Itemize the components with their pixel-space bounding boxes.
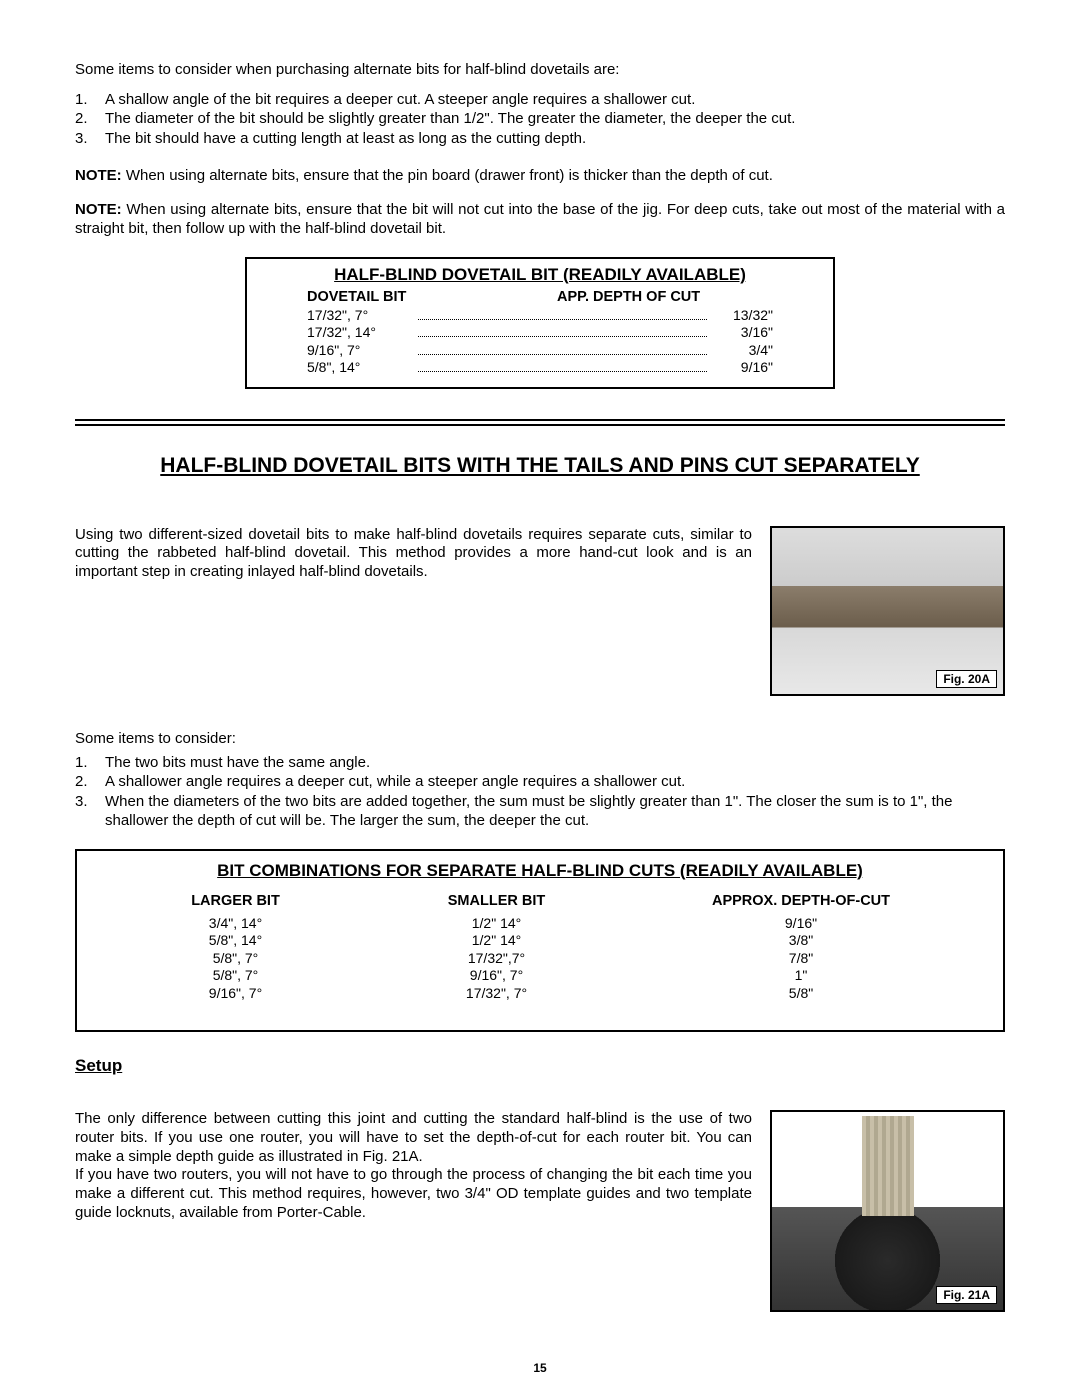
table-2-head-2: SMALLER BIT: [366, 893, 627, 909]
section-para-1: Using two different-sized dovetail bits …: [75, 526, 752, 582]
numbered-list-2: 1.The two bits must have the same angle.…: [75, 753, 1005, 831]
table-2-head-3: APPROX. DEPTH-OF-CUT: [627, 893, 975, 909]
table-2-box: BIT COMBINATIONS FOR SEPARATE HALF-BLIND…: [75, 849, 1005, 1033]
list-num: 2.: [75, 109, 105, 129]
list-item: When the diameters of the two bits are a…: [105, 792, 1005, 831]
setup-para-2: If you have two routers, you will not ha…: [75, 1166, 752, 1222]
section-title: HALF-BLIND DOVETAIL BITS WITH THE TAILS …: [75, 454, 1005, 478]
setup-heading: Setup: [75, 1056, 1005, 1076]
list-num: 1.: [75, 90, 105, 110]
note-2: NOTE: When using alternate bits, ensure …: [75, 200, 1005, 239]
table-row: 17/32", 7°13/32": [247, 307, 833, 325]
table-row: 9/16", 7°17/32", 7°5/8": [105, 985, 975, 1003]
table-row: 5/8", 7°17/32",7°7/8": [105, 950, 975, 968]
table-row: 5/8", 14°9/16": [247, 359, 833, 377]
table-2-head-1: LARGER BIT: [105, 893, 366, 909]
table-1-box: HALF-BLIND DOVETAIL BIT (READILY AVAILAB…: [245, 257, 835, 389]
page-number: 15: [0, 1361, 1080, 1375]
table-1-head-2: APP. DEPTH OF CUT: [487, 289, 773, 305]
consider-label: Some items to consider:: [75, 730, 1005, 747]
figure-21a: Fig. 21A: [770, 1110, 1005, 1312]
figure-21a-label: Fig. 21A: [936, 1286, 997, 1304]
table-2-title: BIT COMBINATIONS FOR SEPARATE HALF-BLIND…: [105, 861, 975, 881]
figure-20a: Fig. 20A: [770, 526, 1005, 696]
note-1: NOTE: When using alternate bits, ensure …: [75, 166, 1005, 186]
list-item: The bit should have a cutting length at …: [105, 129, 586, 149]
list-item: A shallower angle requires a deeper cut,…: [105, 772, 685, 792]
list-num: 3.: [75, 129, 105, 149]
table-1-head-1: DOVETAIL BIT: [307, 289, 487, 305]
table-row: 17/32", 14°3/16": [247, 324, 833, 342]
list-num: 2.: [75, 772, 105, 792]
list-item: A shallow angle of the bit requires a de…: [105, 90, 695, 110]
list-item: The two bits must have the same angle.: [105, 753, 370, 773]
numbered-list-1: 1.A shallow angle of the bit requires a …: [75, 90, 1005, 149]
table-row: 5/8", 7°9/16", 7°1": [105, 967, 975, 985]
table-row: 9/16", 7°3/4": [247, 342, 833, 360]
table-row: 5/8", 14°1/2" 14°3/8": [105, 932, 975, 950]
figure-20a-label: Fig. 20A: [936, 670, 997, 688]
table-1-title: HALF-BLIND DOVETAIL BIT (READILY AVAILAB…: [247, 265, 833, 285]
list-num: 1.: [75, 753, 105, 773]
double-rule-divider: [75, 411, 1005, 426]
intro-text: Some items to consider when purchasing a…: [75, 60, 1005, 80]
list-num: 3.: [75, 792, 105, 831]
setup-para-1: The only difference between cutting this…: [75, 1110, 752, 1166]
table-row: 3/4", 14°1/2" 14°9/16": [105, 915, 975, 933]
list-item: The diameter of the bit should be slight…: [105, 109, 795, 129]
